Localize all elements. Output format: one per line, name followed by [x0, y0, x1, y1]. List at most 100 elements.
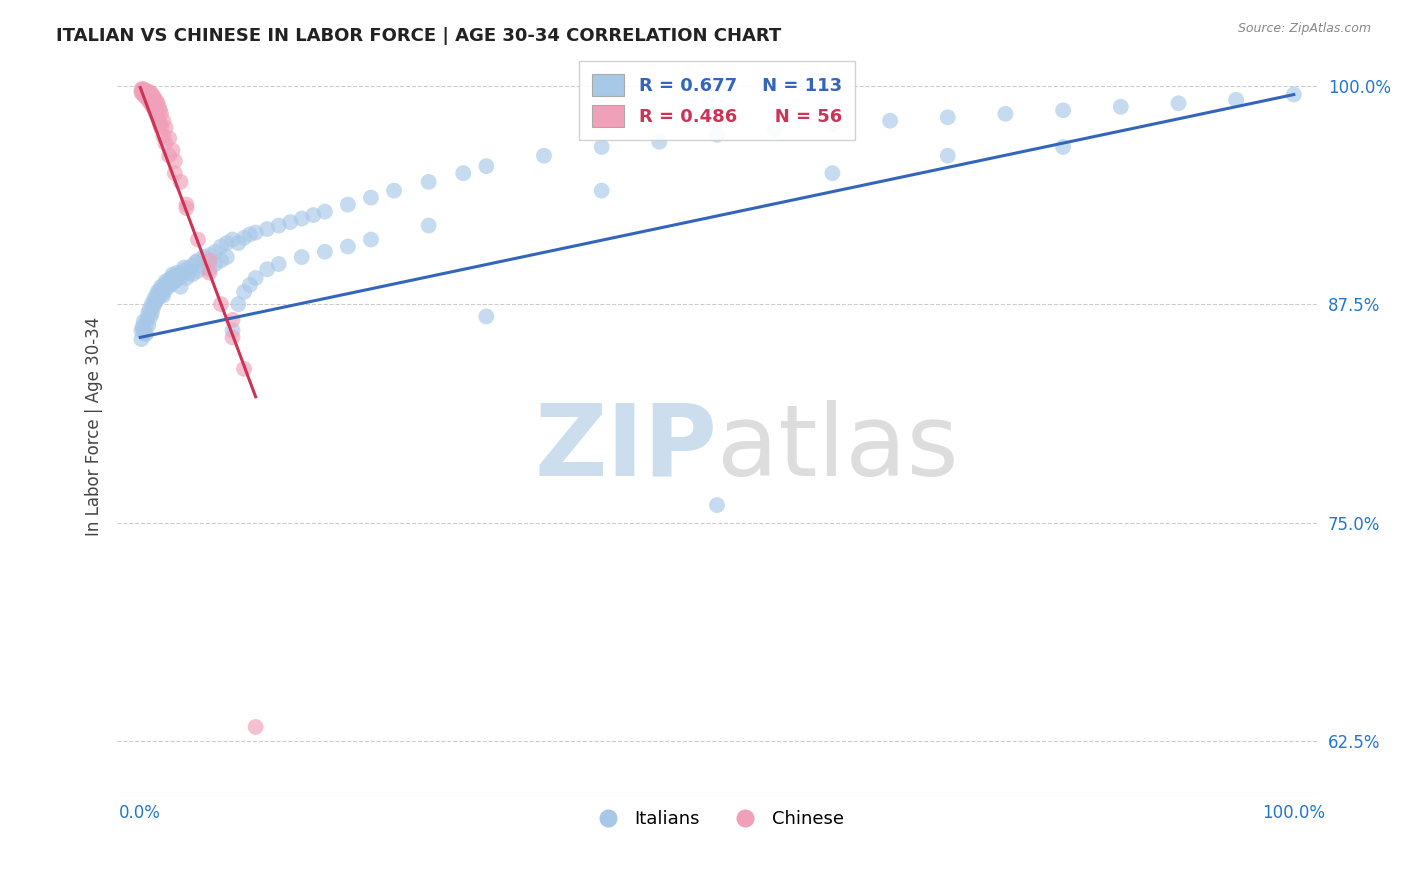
Point [314, 244, 336, 259]
Point [176, 271, 198, 285]
Point [187, 253, 209, 268]
Point [152, 129, 174, 144]
Point [198, 266, 221, 280]
Point [267, 257, 290, 271]
Point [215, 235, 238, 250]
Point [163, 269, 186, 284]
Point [134, 89, 156, 103]
Point [138, 302, 160, 317]
Point [198, 262, 221, 277]
Point [233, 231, 256, 245]
Point [156, 277, 179, 291]
Point [138, 306, 160, 320]
Point [141, 87, 163, 102]
Point [221, 233, 243, 247]
Point [418, 219, 440, 233]
Point [1225, 93, 1247, 107]
Point [138, 86, 160, 100]
Point [142, 89, 165, 103]
Point [233, 285, 256, 299]
Point [336, 197, 359, 211]
Point [157, 149, 180, 163]
Point [135, 326, 157, 341]
Point [821, 117, 844, 131]
Point [143, 295, 166, 310]
Point [145, 95, 167, 109]
Point [418, 175, 440, 189]
Point [163, 166, 186, 180]
Point [150, 286, 173, 301]
Point [181, 268, 204, 282]
Point [143, 102, 166, 116]
Point [148, 290, 170, 304]
Point [149, 103, 172, 118]
Point [994, 107, 1017, 121]
Point [226, 235, 249, 250]
Point [245, 226, 267, 240]
Point [291, 250, 314, 264]
Point [226, 297, 249, 311]
Point [150, 107, 173, 121]
Point [155, 275, 177, 289]
Point [155, 120, 177, 135]
Point [256, 222, 278, 236]
Point [187, 233, 209, 247]
Point [142, 301, 165, 315]
Point [135, 84, 157, 98]
Text: Source: ZipAtlas.com: Source: ZipAtlas.com [1237, 22, 1371, 36]
Point [451, 166, 474, 180]
Point [176, 201, 198, 215]
Point [245, 720, 267, 734]
Point [150, 285, 173, 299]
Point [141, 297, 163, 311]
Point [336, 239, 359, 253]
Point [302, 208, 325, 222]
Point [138, 86, 160, 100]
Point [177, 266, 200, 280]
Point [132, 323, 155, 337]
Point [131, 82, 153, 96]
Point [152, 281, 174, 295]
Point [162, 144, 184, 158]
Point [170, 266, 193, 280]
Point [169, 175, 191, 189]
Point [193, 260, 215, 275]
Legend: Italians, Chinese: Italians, Chinese [582, 803, 852, 836]
Point [591, 184, 613, 198]
Point [135, 318, 157, 333]
Text: ZIP: ZIP [534, 400, 717, 497]
Point [146, 292, 169, 306]
Point [245, 271, 267, 285]
Point [136, 91, 159, 105]
Point [138, 318, 160, 333]
Point [184, 255, 207, 269]
Point [1052, 103, 1074, 118]
Point [936, 110, 959, 124]
Point [382, 184, 405, 198]
Point [149, 117, 172, 131]
Point [143, 297, 166, 311]
Point [360, 191, 382, 205]
Point [204, 257, 226, 271]
Point [879, 113, 901, 128]
Point [152, 113, 174, 128]
Point [142, 100, 165, 114]
Point [475, 159, 498, 173]
Point [648, 135, 671, 149]
Point [591, 140, 613, 154]
Point [163, 275, 186, 289]
Point [134, 326, 156, 341]
Point [136, 311, 159, 326]
Point [169, 279, 191, 293]
Point [131, 319, 153, 334]
Point [176, 197, 198, 211]
Point [131, 332, 153, 346]
Point [135, 89, 157, 103]
Point [138, 93, 160, 107]
Point [173, 260, 195, 275]
Point [139, 96, 162, 111]
Point [132, 82, 155, 96]
Point [131, 82, 153, 96]
Point [256, 262, 278, 277]
Point [156, 281, 179, 295]
